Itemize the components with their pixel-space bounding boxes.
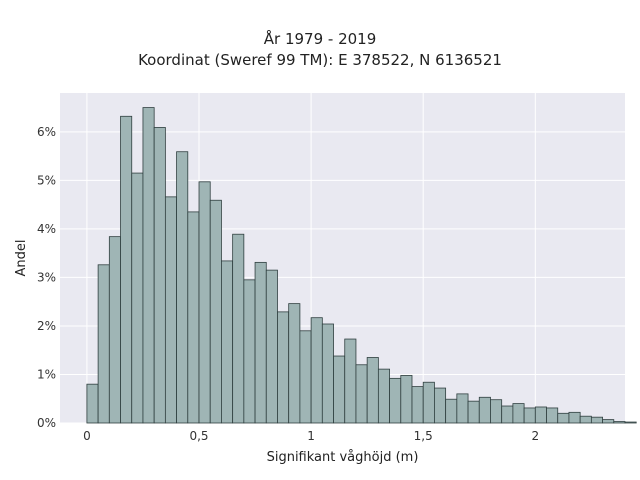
y-tick-label: 1% [37, 367, 56, 381]
histogram-bar [456, 393, 469, 424]
histogram-bar [490, 399, 503, 424]
histogram-bar [288, 303, 301, 424]
histogram-bar [400, 375, 413, 424]
histogram-bar [108, 236, 121, 424]
histogram-bar [321, 323, 334, 424]
y-axis-label: Andel [14, 240, 29, 277]
histogram-bar [422, 381, 435, 424]
histogram-bar [187, 211, 200, 424]
histogram-bar [131, 172, 144, 424]
histogram-bar [164, 196, 177, 424]
y-tick-label: 6% [37, 125, 56, 139]
x-axis-label: Signifikant våghöjd (m) [267, 450, 419, 465]
x-tick-label: 2 [531, 429, 539, 443]
histogram-bar [97, 264, 110, 424]
histogram-bar [434, 387, 447, 424]
y-tick-label: 3% [37, 270, 56, 284]
histogram-bar [467, 400, 480, 424]
histogram-bar [534, 406, 547, 424]
histogram-bar [142, 107, 155, 424]
histogram-bar [265, 269, 278, 424]
histogram-bar [221, 260, 234, 424]
y-tick-label: 0% [37, 416, 56, 430]
histogram-bar [310, 317, 323, 424]
histogram-bar [344, 338, 357, 424]
histogram-bar [579, 415, 592, 424]
histogram-bar [568, 411, 581, 424]
y-tick-label: 5% [37, 173, 56, 187]
histogram-bar [232, 233, 245, 424]
y-tick-label: 4% [37, 222, 56, 236]
histogram-bar [411, 386, 424, 424]
histogram-bar [624, 421, 637, 424]
histogram-bar [86, 383, 99, 424]
y-tick-label: 2% [37, 319, 56, 333]
x-tick-label: 1,5 [414, 429, 433, 443]
x-tick-label: 1 [307, 429, 315, 443]
histogram-bars [86, 107, 637, 424]
histogram-bar [120, 115, 133, 424]
histogram-bar [176, 151, 189, 424]
histogram-bar [209, 199, 222, 424]
histogram-bar [478, 396, 491, 424]
axis-ticks: 0 0,5 1 1,5 2 0% 1% 2% 3% 4% 5% 6% [37, 125, 539, 443]
x-tick-label: 0 [83, 429, 91, 443]
histogram-bar [366, 357, 379, 424]
histogram-bar [590, 416, 603, 424]
histogram-bar [254, 261, 267, 424]
chart-subtitle: Koordinat (Sweref 99 TM): E 378522, N 61… [138, 51, 502, 69]
x-tick-label: 0,5 [189, 429, 208, 443]
histogram-bar [512, 403, 525, 424]
histogram-bar [299, 330, 312, 424]
histogram-bar [198, 181, 211, 424]
histogram-bar [557, 412, 570, 424]
chart-title: År 1979 - 2019 [263, 30, 377, 48]
histogram-bar [546, 407, 559, 424]
histogram-bar [355, 364, 368, 424]
histogram-bar [243, 279, 256, 424]
histogram-bar [445, 398, 458, 424]
histogram-bar [602, 419, 615, 424]
histogram-bar [333, 355, 346, 424]
histogram-bar [613, 421, 626, 424]
histogram-bar [389, 377, 402, 424]
histogram-bar [277, 311, 290, 424]
histogram-bar [153, 127, 166, 424]
histogram-bar [523, 407, 536, 424]
histogram-bar [377, 368, 390, 424]
histogram-bar [501, 405, 514, 424]
